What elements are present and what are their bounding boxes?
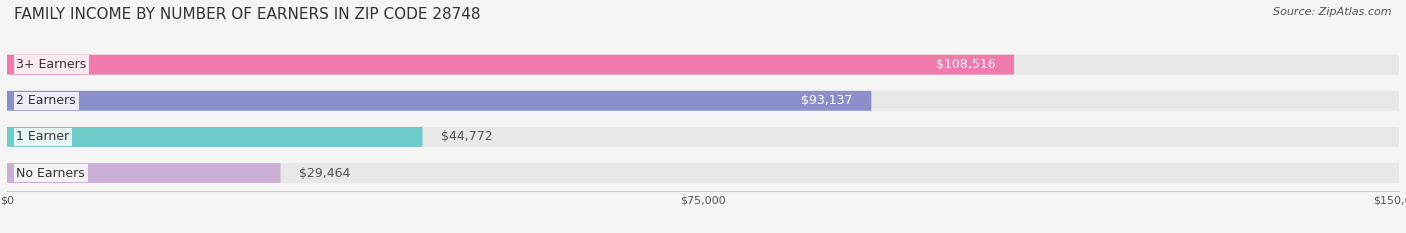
FancyBboxPatch shape xyxy=(7,91,872,111)
FancyBboxPatch shape xyxy=(7,127,422,147)
Text: 2 Earners: 2 Earners xyxy=(17,94,76,107)
FancyBboxPatch shape xyxy=(7,55,1014,75)
FancyBboxPatch shape xyxy=(7,91,1399,111)
Text: $93,137: $93,137 xyxy=(801,94,853,107)
Text: $44,772: $44,772 xyxy=(441,130,492,143)
Text: 1 Earner: 1 Earner xyxy=(17,130,69,143)
Text: No Earners: No Earners xyxy=(17,167,84,179)
Text: $29,464: $29,464 xyxy=(299,167,350,179)
Text: 3+ Earners: 3+ Earners xyxy=(17,58,87,71)
FancyBboxPatch shape xyxy=(7,55,1399,75)
Text: $108,516: $108,516 xyxy=(936,58,995,71)
Text: FAMILY INCOME BY NUMBER OF EARNERS IN ZIP CODE 28748: FAMILY INCOME BY NUMBER OF EARNERS IN ZI… xyxy=(14,7,481,22)
FancyBboxPatch shape xyxy=(7,127,1399,147)
FancyBboxPatch shape xyxy=(7,163,280,183)
Text: Source: ZipAtlas.com: Source: ZipAtlas.com xyxy=(1274,7,1392,17)
FancyBboxPatch shape xyxy=(7,163,1399,183)
